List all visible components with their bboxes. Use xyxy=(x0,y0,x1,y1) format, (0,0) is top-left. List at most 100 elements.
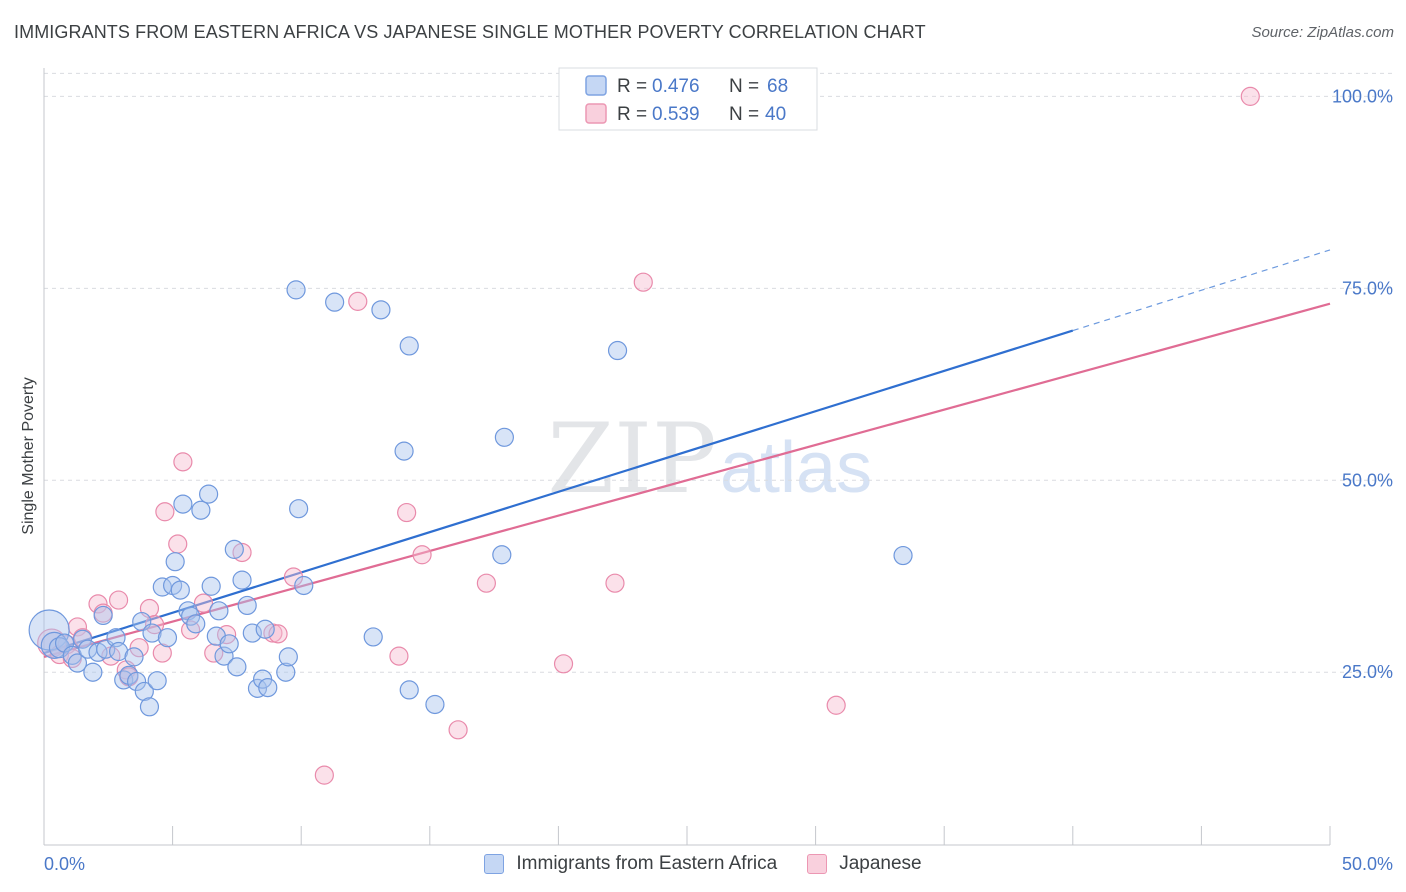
y-tick-label: 100.0% xyxy=(1332,86,1393,106)
eastern-africa-point xyxy=(258,677,278,698)
x-tick-label-max: 50.0% xyxy=(1342,854,1393,874)
y-tick-labels: 25.0% 50.0% 75.0% 100.0% xyxy=(1332,86,1393,682)
eastern-africa-point xyxy=(165,552,185,572)
legend-n-value-pink: 40 xyxy=(765,104,786,125)
eastern-africa-point xyxy=(607,340,628,361)
japanese-points xyxy=(37,86,1260,785)
stats-legend: R = 0.476 N = 68 R = 0.539 N = 40 xyxy=(558,67,818,131)
legend-swatch-eastern-africa xyxy=(484,854,505,874)
eastern-africa-point xyxy=(173,494,193,514)
eastern-africa-point xyxy=(199,484,219,504)
eastern-africa-point xyxy=(325,292,345,312)
eastern-africa-point xyxy=(214,646,234,666)
japanese-point xyxy=(193,593,214,613)
japanese-point xyxy=(826,695,846,715)
eastern-africa-point xyxy=(72,629,93,649)
japanese-point xyxy=(389,646,409,666)
y-tick-label: 75.0% xyxy=(1342,278,1393,298)
legend-item-japanese: Japanese xyxy=(807,853,922,875)
japanese-point xyxy=(476,573,496,593)
japanese-trend-line xyxy=(43,302,1331,658)
japanese-point xyxy=(633,272,653,292)
japanese-point xyxy=(173,452,193,472)
eastern-africa-point xyxy=(157,628,178,648)
axes xyxy=(43,68,1331,846)
legend-r-value-pink: 0.539 xyxy=(652,104,700,125)
eastern-africa-point xyxy=(492,545,512,565)
eastern-africa-point xyxy=(219,634,239,654)
japanese-point xyxy=(1240,86,1260,106)
eastern-africa-points xyxy=(28,280,913,717)
eastern-africa-point xyxy=(399,680,419,700)
eastern-africa-point xyxy=(237,595,257,616)
japanese-point xyxy=(108,590,129,610)
eastern-africa-point xyxy=(247,678,268,698)
legend-n-label-pink: N = xyxy=(729,104,759,125)
eastern-africa-point xyxy=(227,657,247,677)
eastern-africa-point xyxy=(134,681,154,702)
eastern-africa-point xyxy=(124,647,144,667)
japanese-point xyxy=(348,291,368,311)
eastern-africa-point xyxy=(83,662,103,682)
eastern-africa-point xyxy=(119,665,139,685)
japanese-point xyxy=(129,638,149,658)
eastern-africa-point xyxy=(425,694,445,715)
legend-r-label-blue: R = xyxy=(617,76,647,97)
japanese-point xyxy=(232,542,252,563)
eastern-africa-point xyxy=(363,627,383,647)
eastern-africa-point xyxy=(289,499,309,519)
trend-lines xyxy=(43,249,1331,658)
japanese-point xyxy=(397,502,417,523)
eastern-africa-point xyxy=(242,623,262,643)
eastern-africa-point xyxy=(893,545,913,566)
legend-swatch-blue xyxy=(585,75,607,96)
eastern-africa-point xyxy=(255,619,275,639)
eastern-africa-point xyxy=(142,623,162,643)
eastern-africa-point xyxy=(108,641,129,662)
chart-title: IMMIGRANTS FROM EASTERN AFRICA VS JAPANE… xyxy=(14,22,926,42)
eastern-africa-trend-line xyxy=(43,329,1074,655)
eastern-africa-point xyxy=(93,605,113,626)
eastern-africa-point xyxy=(48,637,71,659)
legend-n-value-blue: 68 xyxy=(767,76,788,97)
japanese-point xyxy=(605,573,625,593)
eastern-africa-trend-extension xyxy=(1072,249,1331,332)
japanese-point xyxy=(168,534,188,554)
japanese-point xyxy=(181,620,201,640)
eastern-africa-point xyxy=(54,633,75,653)
legend-swatch-pink xyxy=(585,103,607,124)
legend-item-eastern-africa: Immigrants from Eastern Africa xyxy=(484,853,777,875)
eastern-africa-point xyxy=(494,427,514,447)
eastern-africa-point xyxy=(371,300,391,320)
japanese-point xyxy=(152,643,172,663)
eastern-africa-point xyxy=(147,671,167,691)
y-tick-label: 25.0% xyxy=(1342,662,1393,682)
source-label: Source: ZipAtlas.com xyxy=(1251,24,1394,41)
eastern-africa-point xyxy=(224,539,244,559)
japanese-point xyxy=(155,502,175,522)
japanese-point xyxy=(553,654,574,674)
japanese-point xyxy=(88,594,108,614)
eastern-africa-point xyxy=(170,580,190,600)
legend-swatch-japanese xyxy=(807,854,828,874)
japanese-point xyxy=(412,545,432,565)
legend-label-japanese: Japanese xyxy=(839,853,922,874)
eastern-africa-point xyxy=(294,575,314,596)
legend-r-value-blue: 0.476 xyxy=(652,76,700,97)
eastern-africa-point xyxy=(286,280,306,300)
eastern-africa-point xyxy=(88,642,108,662)
eastern-africa-point xyxy=(67,653,88,673)
eastern-africa-point xyxy=(278,647,298,667)
eastern-africa-point xyxy=(201,576,221,596)
bottom-legend: Immigrants from Eastern Africa Japanese xyxy=(0,851,1406,877)
eastern-africa-point xyxy=(209,601,229,621)
eastern-africa-point xyxy=(139,697,160,717)
legend-n-label-blue: N = xyxy=(729,76,759,97)
eastern-africa-point xyxy=(186,614,206,634)
eastern-africa-point xyxy=(126,671,147,692)
legend-r-label-pink: R = xyxy=(617,104,647,125)
watermark-zip: ZIP xyxy=(547,403,716,515)
japanese-point xyxy=(448,720,468,740)
eastern-africa-point xyxy=(232,570,252,590)
